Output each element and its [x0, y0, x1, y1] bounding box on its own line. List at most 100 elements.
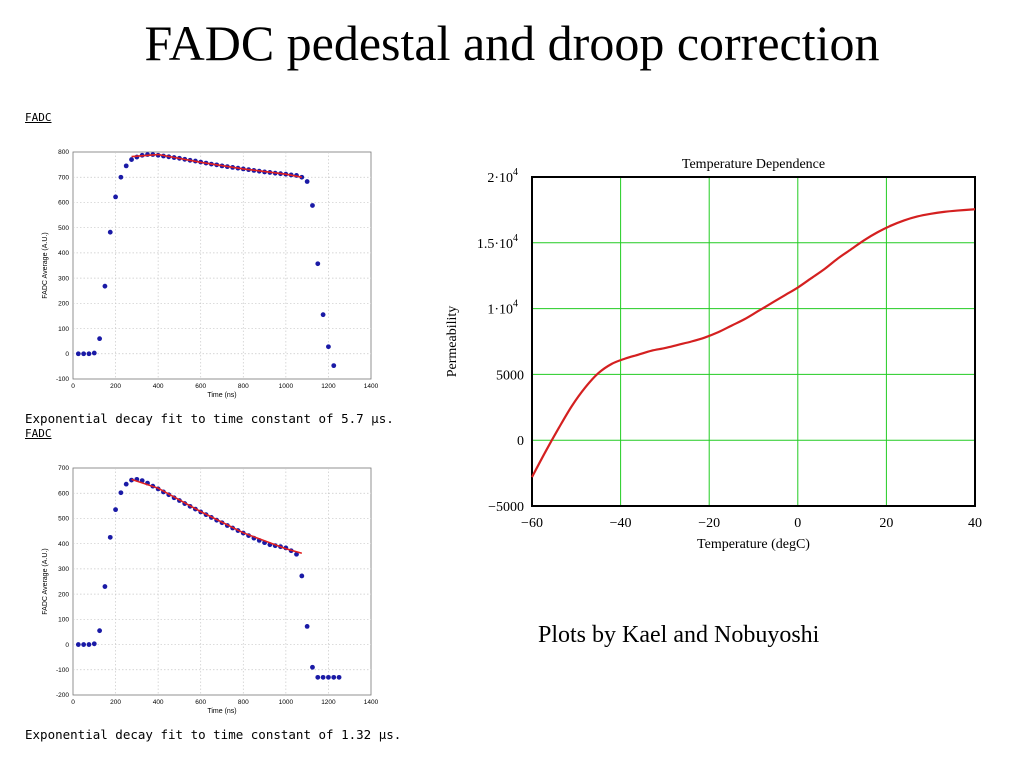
plot-area	[532, 177, 975, 506]
data-point	[107, 229, 113, 235]
y-tick-label: −5000	[488, 500, 524, 515]
x-axis-label: Time (ns)	[207, 392, 236, 399]
data-point	[294, 551, 299, 557]
data-point	[326, 674, 331, 680]
x-tick-label: −20	[698, 516, 720, 531]
y-tick-label: -100	[56, 376, 69, 383]
y-axis-label: FADC Average (A.U.)	[42, 548, 49, 614]
fadc-chart-1: 0 200 400 600 800 1000 1200 1400-10001002003004…	[42, 149, 379, 399]
data-point	[331, 674, 337, 680]
fadc-chart-2: 0 200 400 600 800 1000 1200 1400 -200 -100 0 100 200…	[42, 465, 379, 715]
data-point	[336, 674, 342, 680]
y-tick-label: 700	[58, 174, 69, 181]
x-tick-label: 400	[153, 699, 164, 706]
plot-area	[72, 467, 372, 696]
data-point	[97, 336, 103, 342]
x-tick-label: −40	[610, 516, 632, 531]
x-tick-label: 1400	[364, 383, 379, 390]
data-point	[107, 534, 113, 540]
data-point	[113, 507, 118, 513]
x-tick-label: 600	[195, 699, 206, 706]
data-point	[75, 351, 81, 357]
x-tick-label: 0	[71, 383, 75, 390]
y-tick-label: 800	[58, 149, 69, 156]
chart2-caption: Exponential decay fit to time constant o…	[25, 727, 402, 742]
data-point	[123, 481, 129, 487]
data-point	[315, 261, 321, 267]
y-tick-label: 300	[58, 275, 69, 282]
chart-title: Temperature Dependence	[682, 157, 825, 172]
y-tick-label: 0	[517, 434, 524, 449]
data-point	[118, 490, 124, 496]
y-tick-label: 600	[58, 490, 69, 497]
x-tick-label: 1200	[321, 383, 336, 390]
x-tick-label: 1400	[364, 699, 379, 706]
chart2-header: FADC	[25, 427, 52, 440]
y-tick-label: 500	[58, 225, 69, 232]
x-tick-label: 0	[71, 699, 75, 706]
data-point	[91, 350, 97, 356]
x-tick-label: 200	[110, 383, 121, 390]
data-point	[81, 351, 87, 357]
y-tick-label: 1·104	[487, 299, 518, 318]
plot-area	[72, 151, 372, 380]
x-tick-label: −60	[521, 516, 543, 531]
y-tick-label: 100	[58, 326, 69, 333]
data-point	[299, 573, 305, 579]
y-tick-label: 2·104	[487, 167, 518, 186]
fit-line	[131, 478, 303, 555]
data-point	[86, 642, 92, 647]
y-tick-label: -100	[56, 667, 69, 674]
y-tick-label: 500	[58, 516, 69, 523]
y-tick-label: 300	[58, 566, 69, 573]
x-tick-label: 600	[195, 383, 206, 390]
x-tick-label: 800	[238, 699, 249, 706]
data-point	[310, 664, 315, 670]
data-point	[129, 157, 134, 162]
data-point	[118, 174, 124, 180]
x-tick-label: 20	[879, 516, 893, 531]
temperature-curve	[531, 208, 976, 478]
y-tick-label: 1.5·104	[477, 233, 518, 252]
data-point	[331, 363, 337, 369]
y-axis-label: FADC Average (A.U.)	[42, 232, 49, 298]
credit-text: Plots by Kael and Nobuyoshi	[538, 622, 820, 648]
y-tick-label: -200	[56, 692, 69, 699]
y-tick-label: 400	[58, 541, 69, 548]
chart1-header: FADC	[25, 111, 52, 124]
y-tick-label: 0	[65, 642, 69, 649]
x-tick-label: 1200	[321, 699, 336, 706]
data-point	[304, 179, 310, 184]
x-axis-label: Time (ns)	[207, 708, 236, 715]
chart1-caption: Exponential decay fit to time constant o…	[25, 411, 394, 426]
data-point	[304, 623, 310, 629]
data-point	[102, 584, 108, 589]
y-tick-label: 200	[58, 301, 69, 308]
data-point	[81, 642, 87, 647]
x-tick-label: 0	[794, 516, 801, 531]
y-tick-label: 200	[58, 591, 69, 598]
x-tick-label: 800	[238, 383, 249, 390]
plot-frame	[531, 176, 976, 507]
data-point	[310, 203, 315, 208]
y-tick-label: 400	[58, 250, 69, 257]
data-point	[320, 312, 326, 318]
x-tick-label: 40	[968, 516, 982, 531]
data-point	[299, 174, 305, 180]
x-tick-label: 1000	[279, 699, 294, 706]
x-axis-label: Temperature (degC)	[697, 537, 810, 552]
y-tick-label: 5000	[496, 368, 524, 383]
y-tick-label: 100	[58, 617, 69, 624]
fit-line	[131, 153, 302, 179]
data-point	[123, 163, 129, 169]
data-point	[75, 642, 81, 647]
y-tick-label: 600	[58, 200, 69, 207]
data-point	[97, 628, 103, 634]
data-point	[315, 674, 321, 680]
x-tick-label: 1000	[279, 383, 294, 390]
data-point	[113, 194, 118, 200]
data-point	[320, 674, 326, 680]
data-point	[326, 344, 331, 350]
y-tick-label: 0	[65, 351, 69, 358]
y-tick-label: 700	[58, 465, 69, 472]
